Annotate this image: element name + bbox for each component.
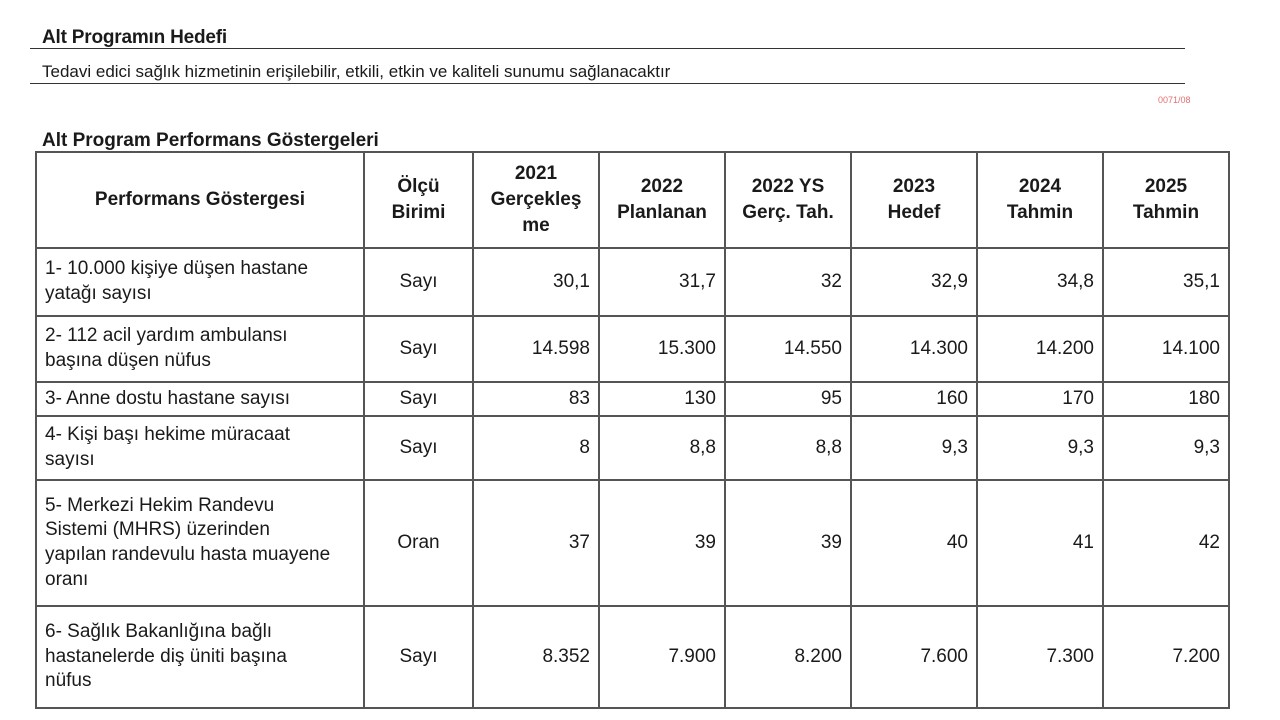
- header-2022: 2022 Planlanan: [598, 151, 726, 249]
- value-2022: 15.300: [598, 315, 726, 383]
- value-2022-ys: 32: [724, 247, 852, 317]
- value-2024: 9,3: [976, 415, 1104, 481]
- goal-text: Tedavi edici sağlık hizmetinin erişilebi…: [42, 62, 671, 81]
- value-2022: 130: [598, 381, 726, 417]
- row-label: 5- Merkezi Hekim Randevu Sistemi (MHRS) ü…: [35, 479, 365, 607]
- value-2022: 8,8: [598, 415, 726, 481]
- header-2025: 2025 Tahmin: [1102, 151, 1230, 249]
- value-2022: 7.900: [598, 605, 726, 709]
- row-unit: Sayı: [363, 315, 474, 383]
- value-2021: 8.352: [472, 605, 600, 709]
- header-2023: 2023 Hedef: [850, 151, 978, 249]
- table-row: 4- Kişi başı hekime müracaat sayısı Sayı …: [35, 415, 1230, 481]
- header-indicator: Performans Göstergesi: [35, 151, 365, 249]
- value-2024: 14.200: [976, 315, 1104, 383]
- value-2025: 180: [1102, 381, 1230, 417]
- value-2023: 40: [850, 479, 978, 607]
- value-2023: 9,3: [850, 415, 978, 481]
- value-2025: 42: [1102, 479, 1230, 607]
- value-2022-ys: 39: [724, 479, 852, 607]
- goal-title: Alt Programın Hedefi: [42, 27, 227, 48]
- value-2024: 41: [976, 479, 1104, 607]
- row-label: 1- 10.000 kişiye düşen hastane yatağı say…: [35, 247, 365, 317]
- value-2023: 7.600: [850, 605, 978, 709]
- value-2024: 170: [976, 381, 1104, 417]
- value-2022-ys: 8.200: [724, 605, 852, 709]
- header-2022-ys: 2022 YS Gerç. Tah.: [724, 151, 852, 249]
- value-2021: 14.598: [472, 315, 600, 383]
- table-row: 3- Anne dostu hastane sayısı Sayı 83 130…: [35, 381, 1230, 417]
- value-2021: 30,1: [472, 247, 600, 317]
- value-2021: 83: [472, 381, 600, 417]
- row-label: 6- Sağlık Bakanlığına bağlı hastanelerde …: [35, 605, 365, 709]
- row-unit: Sayı: [363, 381, 474, 417]
- performance-table: Performans Göstergesi Ölçü Birimi 2021 Ger…: [35, 151, 1230, 709]
- value-2022-ys: 14.550: [724, 315, 852, 383]
- row-unit: Sayı: [363, 415, 474, 481]
- value-2023: 160: [850, 381, 978, 417]
- value-2022: 31,7: [598, 247, 726, 317]
- value-2021: 8: [472, 415, 600, 481]
- table-row: 2- 112 acil yardım ambulansı başına düşen…: [35, 315, 1230, 383]
- header-2021: 2021 Gerçekleş me: [472, 151, 600, 249]
- value-2022-ys: 8,8: [724, 415, 852, 481]
- value-2025: 14.100: [1102, 315, 1230, 383]
- table-row: 1- 10.000 kişiye düşen hastane yatağı say…: [35, 247, 1230, 317]
- table-row: 5- Merkezi Hekim Randevu Sistemi (MHRS) ü…: [35, 479, 1230, 607]
- value-2022-ys: 95: [724, 381, 852, 417]
- value-2024: 7.300: [976, 605, 1104, 709]
- value-2022: 39: [598, 479, 726, 607]
- value-2021: 37: [472, 479, 600, 607]
- row-label: 2- 112 acil yardım ambulansı başına düşen…: [35, 315, 365, 383]
- row-label: 4- Kişi başı hekime müracaat sayısı: [35, 415, 365, 481]
- row-unit: Sayı: [363, 247, 474, 317]
- row-unit: Sayı: [363, 605, 474, 709]
- stamp-mark: 0071/08: [1158, 95, 1191, 105]
- value-2024: 34,8: [976, 247, 1104, 317]
- value-2025: 9,3: [1102, 415, 1230, 481]
- header-2024: 2024 Tahmin: [976, 151, 1104, 249]
- value-2025: 35,1: [1102, 247, 1230, 317]
- value-2023: 14.300: [850, 315, 978, 383]
- table-row: 6- Sağlık Bakanlığına bağlı hastanelerde …: [35, 605, 1230, 709]
- indicators-title: Alt Program Performans Göstergeleri: [42, 130, 379, 151]
- goal-top-rule: [30, 48, 1185, 49]
- row-label: 3- Anne dostu hastane sayısı: [35, 381, 365, 417]
- value-2025: 7.200: [1102, 605, 1230, 709]
- goal-bottom-rule: [30, 83, 1185, 84]
- header-row: Performans Göstergesi Ölçü Birimi 2021 Ger…: [35, 151, 1230, 249]
- header-unit: Ölçü Birimi: [363, 151, 474, 249]
- row-unit: Oran: [363, 479, 474, 607]
- value-2023: 32,9: [850, 247, 978, 317]
